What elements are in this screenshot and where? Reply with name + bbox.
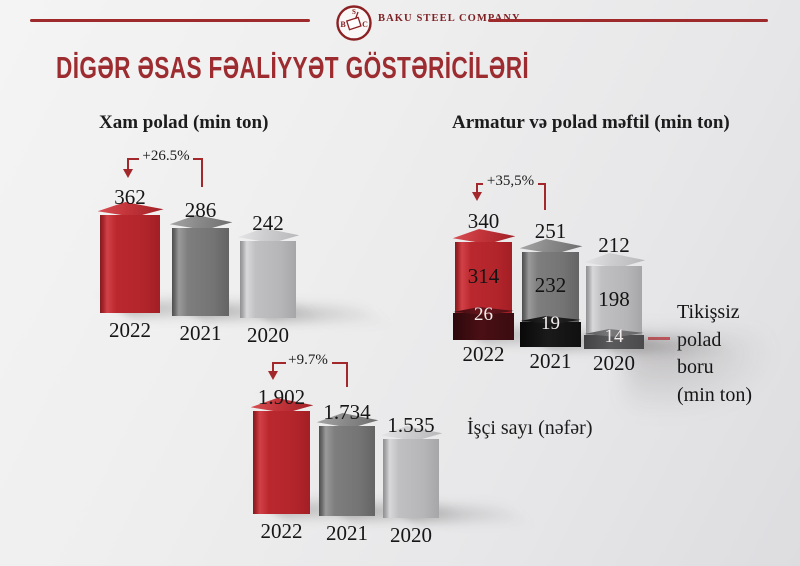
bracket-line (346, 362, 348, 387)
segment-value: 232 (534, 273, 567, 297)
bar-xam-polad-2021 (169, 215, 233, 316)
bar-armatur-ve-polad-meftil-2020: 198 14 (583, 253, 646, 349)
bar-year-label: 2022 (109, 318, 151, 342)
callout-dash-icon (648, 337, 670, 340)
bar-value-label: 340 (467, 209, 500, 233)
company-logo: B S C (336, 5, 372, 41)
bar-isci-sayi-2020 (380, 426, 443, 518)
side-note-tikissiz-polad-boru: Tikişsiz polad boru (min ton) (677, 301, 752, 406)
bar-front-face (172, 228, 229, 316)
bracket-line (538, 183, 546, 185)
bar-front-face: 198 14 (584, 266, 644, 349)
bar-value-label: 362 (114, 185, 146, 209)
bracket-line (272, 362, 286, 364)
bar-value-label: 286 (184, 198, 217, 222)
bar-value-label: 1.535 (387, 413, 435, 437)
page-title: DİGƏR ƏSAS FƏALİYYƏT GÖSTƏRİCİLƏRİ (56, 50, 530, 85)
bracket-line (201, 158, 203, 187)
logo-letter-s: S (352, 8, 356, 16)
segment-sub-value: 14 (604, 326, 624, 347)
segment-tikişsiz (520, 322, 581, 347)
bracket-line (127, 158, 139, 160)
growth-value: +9.7% (288, 352, 328, 368)
bar-armatur-ve-polad-meftil-2021: 232 19 (519, 239, 583, 347)
bar-front-face (100, 215, 160, 313)
bar-isci-sayi-2021 (316, 413, 379, 516)
bracket-line (127, 158, 129, 170)
bar-year-label: 2020 (247, 323, 289, 347)
bar-year-label: 2021 (326, 521, 368, 545)
bar-front-face (240, 241, 296, 318)
segment-value: 314 (467, 263, 500, 288)
bar-front-face (319, 426, 375, 516)
bar-year-label: 2020 (390, 523, 432, 547)
logo-letter-b: B (340, 20, 346, 29)
bracket-line (476, 183, 483, 185)
bracket-line (476, 183, 478, 193)
segment-value: 198 (598, 286, 630, 311)
bar-value-label: 1.902 (257, 385, 306, 409)
ladle-icon (345, 16, 362, 31)
bracket-line (332, 362, 348, 364)
header-rule-left (30, 19, 310, 22)
pour-stream-icon (354, 11, 359, 20)
bar-year-label: 2022 (462, 342, 505, 366)
company-name: BAKU STEEL COMPANY (378, 13, 521, 24)
bracket-line (193, 158, 203, 160)
bar-front-face: 232 19 (520, 252, 581, 347)
chart-title-isci-sayi: İşçi sayı (nəfər) (467, 417, 593, 439)
arrow-down-icon (268, 371, 278, 380)
growth-value: +35,5% (486, 173, 535, 189)
arrow-down-icon (123, 169, 133, 178)
segment-sub-value: 19 (541, 313, 560, 334)
bar-armatur-ve-polad-meftil-2022: 314 26 (452, 229, 516, 340)
logo-letter-c: C (362, 20, 368, 29)
growth-value: +26.5% (142, 148, 190, 164)
bar-value-label: 1.734 (323, 400, 371, 424)
segment-sub-value: 26 (474, 304, 493, 325)
bar-front-face (253, 411, 310, 514)
bar-value-label: 212 (598, 233, 630, 257)
bar-value-label: 251 (534, 219, 567, 243)
bar-value-label: 242 (252, 211, 284, 235)
chart-title-xam-polad: Xam polad (min ton) (99, 112, 269, 133)
chart-title-armatur: Armatur və polad məftil (min ton) (452, 112, 730, 133)
bar-front-face: 314 26 (453, 242, 514, 340)
bracket-line (544, 183, 546, 210)
bracket-line (272, 362, 274, 372)
segment-tikişsiz (584, 335, 644, 349)
header-rule-right (488, 19, 768, 22)
bar-year-label: 2021 (179, 321, 222, 345)
bar-xam-polad-2020 (237, 228, 300, 318)
bar-front-face (383, 439, 439, 518)
arrow-down-icon (472, 192, 482, 201)
floor-shadow (625, 332, 775, 417)
bar-year-label: 2022 (260, 519, 303, 543)
bar-year-label: 2021 (529, 349, 572, 373)
bar-isci-sayi-2022 (250, 398, 314, 514)
bar-xam-polad-2022 (97, 202, 164, 313)
segment-tikişsiz (453, 313, 514, 340)
bar-year-label: 2020 (593, 351, 635, 375)
